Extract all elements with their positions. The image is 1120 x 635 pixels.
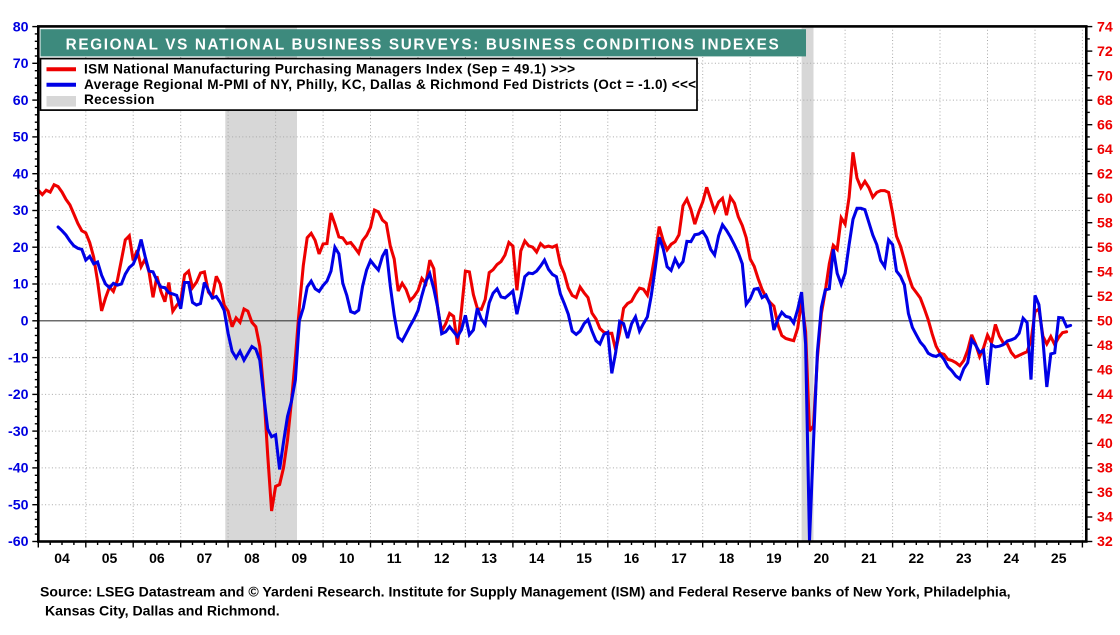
svg-text:66: 66: [1097, 117, 1113, 133]
svg-text:34: 34: [1097, 510, 1113, 526]
svg-text:20: 20: [13, 240, 29, 256]
svg-text:68: 68: [1097, 93, 1113, 109]
svg-text:60: 60: [1097, 191, 1113, 207]
svg-text:15: 15: [576, 550, 592, 566]
svg-text:09: 09: [292, 550, 308, 566]
svg-text:64: 64: [1097, 142, 1113, 158]
svg-text:56: 56: [1097, 240, 1113, 256]
svg-text:70: 70: [1097, 68, 1113, 84]
svg-text:06: 06: [149, 550, 165, 566]
svg-text:18: 18: [719, 550, 735, 566]
svg-text:13: 13: [481, 550, 497, 566]
svg-text:20: 20: [814, 550, 830, 566]
svg-text:23: 23: [956, 550, 972, 566]
svg-text:44: 44: [1097, 387, 1113, 403]
svg-text:Recession: Recession: [84, 92, 155, 107]
svg-text:70: 70: [13, 56, 29, 72]
svg-text:40: 40: [1097, 436, 1113, 452]
svg-text:52: 52: [1097, 289, 1113, 305]
svg-text:-40: -40: [8, 461, 29, 477]
svg-text:25: 25: [1051, 550, 1067, 566]
svg-text:38: 38: [1097, 461, 1113, 477]
svg-text:24: 24: [1003, 550, 1019, 566]
svg-text:32: 32: [1097, 534, 1113, 550]
svg-text:16: 16: [624, 550, 640, 566]
svg-text:Source: LSEG Datastream and ©: Source: LSEG Datastream and © Yardeni Re…: [40, 584, 1011, 600]
svg-text:14: 14: [529, 550, 545, 566]
svg-text:36: 36: [1097, 485, 1113, 501]
svg-text:17: 17: [671, 550, 687, 566]
svg-text:50: 50: [1097, 314, 1113, 330]
svg-text:10: 10: [13, 277, 29, 293]
svg-text:48: 48: [1097, 338, 1113, 354]
svg-text:-60: -60: [8, 534, 29, 550]
svg-text:04: 04: [54, 550, 70, 566]
svg-text:10: 10: [339, 550, 355, 566]
svg-text:-20: -20: [8, 387, 29, 403]
svg-text:07: 07: [197, 550, 213, 566]
svg-text:Kansas City, Dallas and Richmo: Kansas City, Dallas and Richmond.: [45, 603, 280, 619]
svg-text:0: 0: [21, 314, 29, 330]
svg-text:-10: -10: [8, 350, 29, 366]
svg-text:12: 12: [434, 550, 450, 566]
svg-text:72: 72: [1097, 44, 1113, 60]
svg-text:-50: -50: [8, 497, 29, 513]
svg-text:22: 22: [909, 550, 925, 566]
svg-text:40: 40: [13, 166, 29, 182]
svg-text:80: 80: [13, 19, 29, 35]
svg-text:19: 19: [766, 550, 782, 566]
svg-text:50: 50: [13, 130, 29, 146]
svg-text:60: 60: [13, 93, 29, 109]
svg-text:74: 74: [1097, 19, 1113, 35]
svg-text:ISM National Manufacturing Pur: ISM National Manufacturing Purchasing Ma…: [84, 62, 575, 77]
svg-text:30: 30: [13, 203, 29, 219]
svg-text:54: 54: [1097, 265, 1113, 281]
svg-text:05: 05: [102, 550, 118, 566]
svg-text:11: 11: [387, 550, 402, 566]
svg-text:58: 58: [1097, 215, 1113, 231]
svg-text:08: 08: [244, 550, 260, 566]
svg-text:21: 21: [861, 550, 877, 566]
svg-text:46: 46: [1097, 363, 1113, 379]
svg-text:REGIONAL VS NATIONAL BUSINESS: REGIONAL VS NATIONAL BUSINESS SURVEYS: B…: [66, 37, 781, 54]
svg-text:Average Regional M-PMI of NY,: Average Regional M-PMI of NY, Philly, KC…: [84, 77, 696, 92]
svg-text:-30: -30: [8, 424, 29, 440]
svg-text:42: 42: [1097, 412, 1113, 428]
svg-text:62: 62: [1097, 166, 1113, 182]
